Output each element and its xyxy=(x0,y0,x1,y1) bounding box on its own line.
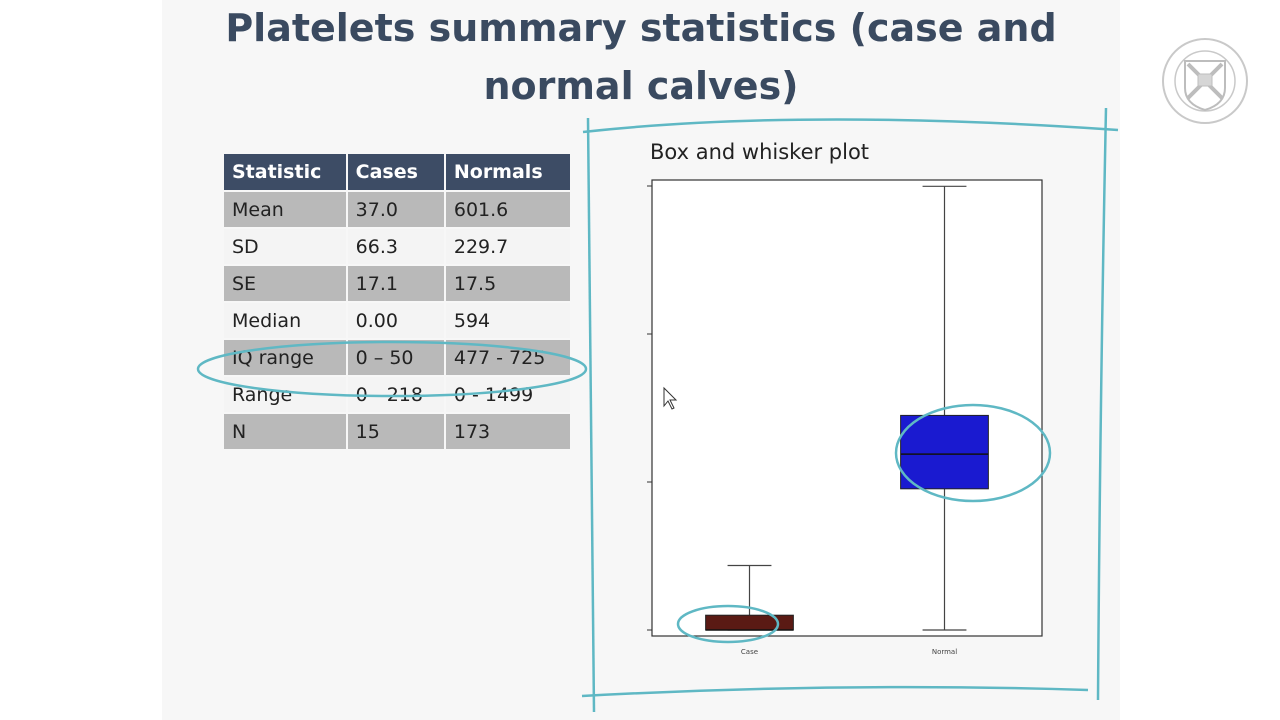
header-normals: Normals xyxy=(445,154,570,190)
table-cell: 229.7 xyxy=(445,229,570,264)
iqr-box xyxy=(900,414,989,490)
table-row: N 15 173 xyxy=(224,414,570,449)
table-cell: 37.0 xyxy=(347,192,444,227)
header-cases: Cases xyxy=(347,154,444,190)
slide-title-line-2: normal calves) xyxy=(483,64,799,108)
table-cell: 15 xyxy=(347,414,444,449)
slide-title-line-1: Platelets summary statistics (case and xyxy=(225,6,1057,50)
table-cell: 601.6 xyxy=(445,192,570,227)
table-row: Mean 37.0 601.6 xyxy=(224,192,570,227)
chart-title: Box and whisker plot xyxy=(650,140,870,164)
table-cell: 173 xyxy=(445,414,570,449)
table-header-row: Statistic Cases Normals xyxy=(224,154,570,190)
plot-area xyxy=(651,179,1043,637)
x-tick-label: Normal xyxy=(932,648,957,656)
iqr-box xyxy=(705,614,794,631)
table-cell: N xyxy=(224,414,346,449)
table-cell: SE xyxy=(224,266,346,301)
table-cell: 17.5 xyxy=(445,266,570,301)
header-statistic: Statistic xyxy=(224,154,346,190)
table-cell: Median xyxy=(224,303,346,338)
university-crest-logo xyxy=(1162,38,1248,124)
table-cell: Mean xyxy=(224,192,346,227)
table-cell: 66.3 xyxy=(347,229,444,264)
table-row: Median 0.00 594 xyxy=(224,303,570,338)
table-cell: SD xyxy=(224,229,346,264)
table-row: SE 17.1 17.5 xyxy=(224,266,570,301)
table-row: SD 66.3 229.7 xyxy=(224,229,570,264)
table-cell: 594 xyxy=(445,303,570,338)
table-cell: 17.1 xyxy=(347,266,444,301)
x-tick-label: Case xyxy=(741,648,758,656)
table-cell: 0.00 xyxy=(347,303,444,338)
statistics-table: Statistic Cases Normals Mean 37.0 601.6 … xyxy=(222,152,572,451)
